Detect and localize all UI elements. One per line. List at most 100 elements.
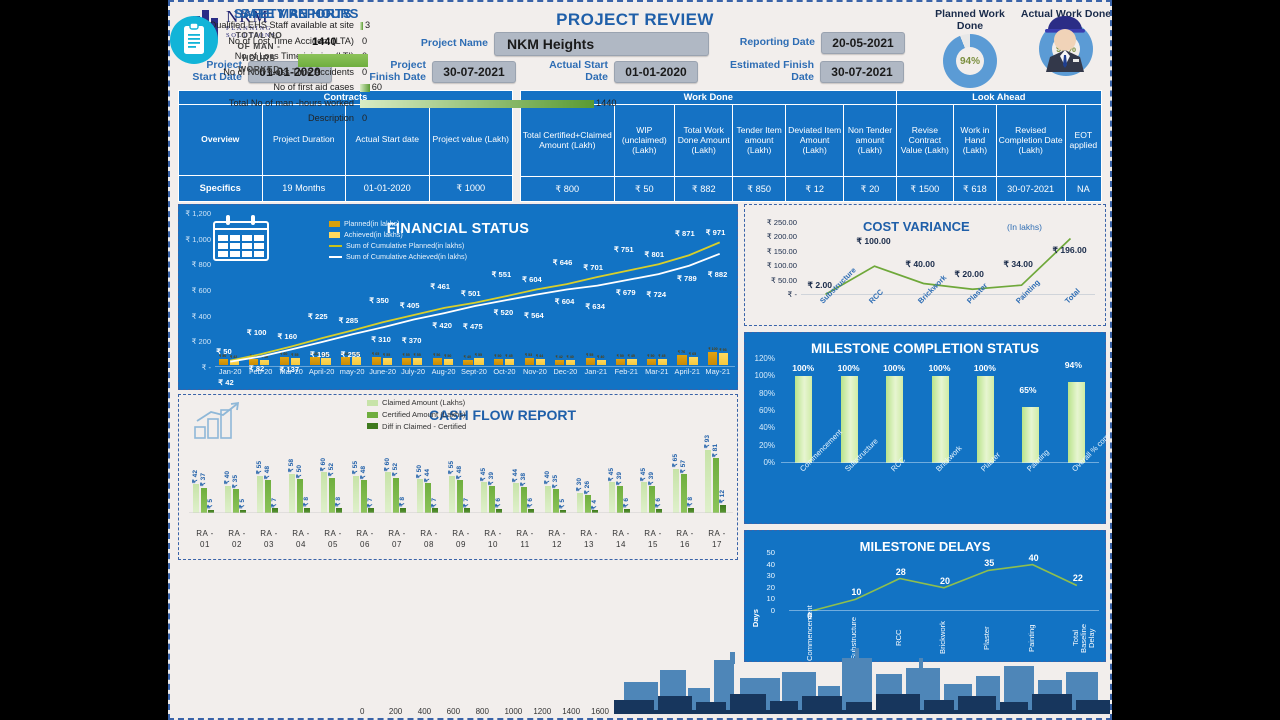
- field-project-name: Project Name NKM Heights: [408, 32, 709, 56]
- financial-status-chart: FINANCIAL STATUS Planned(in lakhs) Achie…: [178, 204, 738, 390]
- value-project-finish-date[interactable]: 30-07-2021: [432, 60, 516, 83]
- cash-flow-bar-label-3: ₹ 5: [207, 498, 214, 509]
- cash-flow-group: ₹ 45 ₹ 39 ₹ 6: [605, 445, 637, 513]
- cash-flow-group: ₹ 44 ₹ 38 ₹ 6: [509, 445, 541, 513]
- cash-flow-bar-label-3: ₹ 12: [719, 490, 726, 504]
- cash-flow-bar-3: [368, 508, 374, 513]
- cash-flow-group: ₹ 50 ₹ 44 ₹ 7: [413, 445, 445, 513]
- financial-planned-bar-label: ₹ 50: [647, 353, 655, 358]
- value-estimated-finish-date[interactable]: 30-07-2021: [820, 60, 904, 83]
- financial-achieved-bar-label: ₹ 40: [260, 354, 268, 359]
- financial-achieved-bar-label: ₹ 50: [444, 353, 452, 358]
- safety-report-x-tick: 1000: [504, 707, 523, 716]
- financial-cum-planned-label: ₹ 405: [399, 301, 420, 311]
- financial-achieved-bar-label: ₹ 55: [474, 352, 482, 357]
- value-reporting-date[interactable]: 20-05-2021: [821, 32, 905, 54]
- financial-achieved-bar: [443, 358, 453, 365]
- safety-report-x-tick: 1600: [591, 707, 609, 716]
- financial-achieved-bar: [627, 359, 637, 365]
- gauge-actual-caption: Actual Work Done: [1020, 8, 1112, 20]
- cash-flow-bar-label-1: ₹ 55: [256, 461, 263, 475]
- cash-flow-bar-1: [385, 472, 391, 513]
- cash-flow-bar-label-1: ₹ 40: [224, 471, 231, 485]
- cash-flow-group: ₹ 45 ₹ 39 ₹ 6: [637, 445, 669, 513]
- legend-planned: Planned(in lakhs): [344, 219, 400, 228]
- cost-variance-data-label: ₹ 20.00: [954, 269, 984, 280]
- cash-flow-x-tick: RA -17: [708, 529, 726, 550]
- wd-cell-wip: ₹ 50: [613, 176, 676, 202]
- cash-flow-legend: Claimed Amount (Lakhs) Certified Amount …: [367, 397, 466, 432]
- cash-flow-x-tick: RA -14: [612, 529, 630, 550]
- financial-cum-achieved-label: ₹ 679: [615, 287, 636, 297]
- value-actual-start-date[interactable]: 01-01-2020: [614, 60, 698, 83]
- gauge-planned-caption: Planned Work Done: [935, 8, 1005, 32]
- cash-flow-bar-label-1: ₹ 93: [704, 435, 711, 449]
- la-col-work-in-hand: Work in Hand (Lakh): [953, 104, 997, 178]
- cash-flow-bar-2: [296, 479, 303, 513]
- look-ahead-group-header: Look Ahead: [895, 89, 1103, 106]
- financial-cum-achieved-label: ₹ 475: [463, 322, 483, 332]
- cash-flow-bar-label-3: ₹ 6: [623, 498, 630, 508]
- financial-cum-achieved-label: ₹ 195: [310, 349, 330, 359]
- wd-col-tender-item: Tender Item amount (Lakh): [732, 104, 786, 178]
- milestone-completion-bar: [1022, 406, 1040, 463]
- cash-flow-bar-1: [673, 468, 679, 513]
- financial-achieved-bar: [657, 359, 668, 365]
- work-done-look-ahead-table: Work Done Look Ahead Total Certified+Cla…: [520, 89, 1103, 202]
- financial-cum-planned-label: ₹ 646: [552, 258, 573, 268]
- financial-achieved-bar: [260, 359, 270, 365]
- financial-cum-achieved-label: ₹ 137: [279, 365, 300, 375]
- cash-flow-group: ₹ 65 ₹ 57 ₹ 8: [669, 445, 701, 513]
- cost-variance-data-label: ₹ 196.00: [1052, 244, 1087, 255]
- cash-flow-group: ₹ 40 ₹ 35 ₹ 5: [221, 445, 253, 513]
- cash-flow-bar-3: [528, 508, 534, 513]
- financial-achieved-bar-label: ₹ 45: [627, 354, 635, 359]
- la-col-revise-contract-value: Revise Contract Value (Lakh): [895, 104, 955, 178]
- value-project-name[interactable]: NKM Heights: [494, 32, 709, 56]
- cash-flow-bar-3: [336, 507, 342, 513]
- cost-variance-unit: (In lakhs): [1007, 222, 1042, 232]
- cash-flow-bar-3: [400, 507, 406, 513]
- wd-cell-deviated-item: ₹ 12: [784, 176, 845, 202]
- financial-achieved-bar: [413, 357, 423, 365]
- milestone-delays-y-tick: 0: [770, 606, 775, 615]
- safety-report-label: Description: [308, 113, 354, 123]
- cash-flow-bar-label-3: ₹ 8: [687, 496, 694, 507]
- financial-achieved-bar: [504, 359, 515, 365]
- work-done-group-header: Work Done: [520, 89, 897, 106]
- financial-x-tick: Sept-20: [461, 367, 487, 376]
- cash-flow-bar-1: [321, 472, 327, 513]
- cash-flow-bar-label-2: ₹ 52: [391, 463, 399, 477]
- la-col-eot-applied: EOT applied: [1064, 104, 1103, 178]
- milestone-delays-y-tick: 40: [766, 559, 775, 569]
- safety-report-value: 3: [365, 20, 371, 30]
- cash-flow-x-tick: RA -04: [292, 529, 310, 550]
- legend-certified: Certified Amount (Lakhs): [382, 409, 466, 419]
- cash-flow-bar-3: [304, 507, 310, 513]
- financial-cum-planned-label: ₹ 225: [308, 312, 328, 322]
- financial-cum-planned-label: ₹ 160: [277, 332, 298, 342]
- financial-achieved-bar-label: ₹ 45: [505, 354, 513, 359]
- financial-cum-achieved-label: ₹ 634: [585, 301, 605, 311]
- cash-flow-bar-label-2: ₹ 39: [647, 472, 655, 486]
- cash-flow-x-tick: RA -12: [548, 529, 566, 550]
- financial-x-tick: Jan-20: [218, 367, 242, 376]
- financial-cum-achieved-label: ₹ 604: [554, 297, 575, 307]
- field-actual-start-date: Actual Start Date 01-01-2020: [546, 59, 698, 84]
- safety-report-value: 0: [362, 35, 368, 46]
- cash-flow-bar-label-2: ₹ 48: [263, 466, 271, 480]
- financial-cum-planned-label: ₹ 751: [613, 244, 634, 254]
- cash-flow-bar-2: [616, 486, 623, 513]
- financial-cum-planned-label: ₹ 701: [583, 263, 603, 273]
- cash-flow-bar-1: [449, 475, 455, 513]
- cash-flow-group: ₹ 40 ₹ 35 ₹ 5: [541, 445, 573, 513]
- cash-flow-chart: CASH FLOW REPORT Claimed Amount (Lakhs) …: [178, 394, 738, 560]
- financial-achieved-bar-label: ₹ 55: [413, 352, 421, 357]
- financial-cum-planned-label: ₹ 285: [338, 316, 359, 326]
- cash-flow-group: ₹ 55 ₹ 48 ₹ 7: [445, 445, 477, 513]
- cash-flow-bar-label-1: ₹ 58: [288, 459, 295, 473]
- cost-variance-data-label: ₹ 100.00: [856, 236, 891, 247]
- cash-flow-bar-label-2: ₹ 57: [679, 459, 687, 474]
- safety-report-row: No of Lost Time Accident (LTA) 0: [170, 36, 1110, 51]
